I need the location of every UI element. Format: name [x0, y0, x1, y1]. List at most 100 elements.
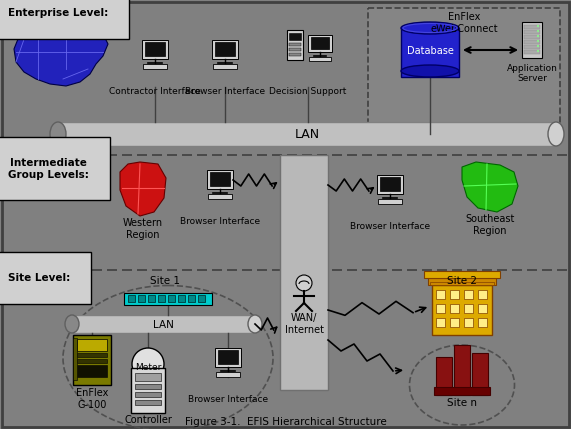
Bar — [77, 359, 107, 363]
Text: Figure 3-1.  EFIS Hierarchical Structure: Figure 3-1. EFIS Hierarchical Structure — [185, 417, 387, 427]
Bar — [308, 35, 332, 52]
Circle shape — [537, 30, 539, 32]
Polygon shape — [14, 26, 108, 86]
Text: Site 1: Site 1 — [150, 276, 180, 286]
Bar — [215, 348, 241, 367]
Bar — [287, 30, 303, 60]
Polygon shape — [462, 162, 518, 212]
Bar — [135, 392, 161, 397]
Text: Southeast
Region: Southeast Region — [465, 214, 514, 236]
Bar — [138, 295, 145, 302]
Bar — [124, 293, 212, 305]
Circle shape — [296, 275, 312, 291]
Text: Site Level:: Site Level: — [8, 273, 70, 283]
Bar — [464, 318, 473, 327]
Bar — [434, 387, 490, 395]
Bar — [143, 64, 167, 69]
Bar — [522, 22, 542, 58]
Ellipse shape — [401, 65, 459, 77]
Bar — [289, 33, 301, 40]
Bar — [73, 335, 111, 385]
Bar — [478, 318, 487, 327]
Bar — [436, 357, 452, 395]
Text: Browser Interface: Browser Interface — [350, 222, 430, 231]
Circle shape — [537, 40, 539, 42]
Bar — [148, 295, 155, 302]
Circle shape — [537, 25, 539, 27]
Bar — [280, 155, 328, 390]
Text: Intermediate
Group Levels:: Intermediate Group Levels: — [8, 158, 89, 180]
Bar — [524, 25, 540, 28]
Text: Site 2: Site 2 — [447, 276, 477, 286]
Bar — [213, 64, 237, 69]
Text: Western
Region: Western Region — [123, 218, 163, 240]
Bar — [524, 40, 540, 43]
Circle shape — [132, 348, 164, 380]
Bar — [168, 295, 175, 302]
Ellipse shape — [401, 22, 459, 34]
Text: WAN/
Internet: WAN/ Internet — [284, 313, 324, 335]
Bar — [311, 37, 329, 49]
Bar — [198, 295, 205, 302]
Text: Enterprise Level:: Enterprise Level: — [8, 8, 108, 18]
Text: Browser Interface: Browser Interface — [180, 217, 260, 226]
Ellipse shape — [248, 315, 262, 333]
Text: Browser Interface: Browser Interface — [188, 395, 268, 404]
Bar — [436, 304, 445, 313]
Bar — [472, 353, 488, 395]
Bar — [135, 400, 161, 405]
Bar — [524, 50, 540, 54]
Bar — [145, 42, 165, 56]
Bar — [135, 384, 161, 389]
Bar — [377, 175, 403, 194]
Bar — [128, 295, 135, 302]
Bar — [380, 177, 400, 191]
Ellipse shape — [548, 122, 564, 146]
Bar — [188, 295, 195, 302]
Bar — [289, 43, 301, 46]
Circle shape — [537, 45, 539, 47]
Bar — [72, 315, 255, 333]
Bar — [158, 295, 165, 302]
Bar — [212, 40, 238, 59]
Bar — [524, 45, 540, 48]
Text: Browser Interface: Browser Interface — [185, 87, 265, 96]
Bar — [135, 373, 161, 381]
Bar — [450, 290, 459, 299]
Circle shape — [537, 35, 539, 37]
Bar — [207, 170, 233, 189]
Bar — [77, 339, 107, 351]
Text: Contractor Interface: Contractor Interface — [109, 87, 201, 96]
Bar — [289, 53, 301, 56]
Bar — [450, 304, 459, 313]
Bar — [432, 285, 492, 335]
Text: Controller: Controller — [124, 415, 172, 425]
Bar — [77, 365, 107, 377]
Bar — [524, 30, 540, 33]
Bar — [73, 338, 77, 380]
Bar — [401, 28, 459, 77]
Bar — [464, 290, 473, 299]
Circle shape — [537, 50, 539, 52]
Text: LAN: LAN — [153, 320, 174, 330]
Bar — [208, 194, 232, 199]
Bar — [436, 318, 445, 327]
Bar — [131, 368, 165, 413]
Bar — [368, 8, 560, 126]
Text: EnFlex
G-100: EnFlex G-100 — [76, 388, 108, 410]
Bar — [142, 40, 168, 59]
Text: Meter: Meter — [135, 363, 161, 372]
Bar — [478, 304, 487, 313]
Bar — [428, 278, 496, 285]
Text: LAN: LAN — [295, 129, 320, 142]
Bar — [478, 290, 487, 299]
Bar — [524, 35, 540, 39]
Bar — [436, 290, 445, 299]
Bar — [464, 304, 473, 313]
Bar — [424, 271, 500, 278]
Bar — [215, 42, 235, 56]
Text: Database: Database — [407, 46, 453, 57]
Bar — [309, 57, 331, 61]
Bar — [216, 372, 240, 377]
Text: Site n: Site n — [447, 398, 477, 408]
